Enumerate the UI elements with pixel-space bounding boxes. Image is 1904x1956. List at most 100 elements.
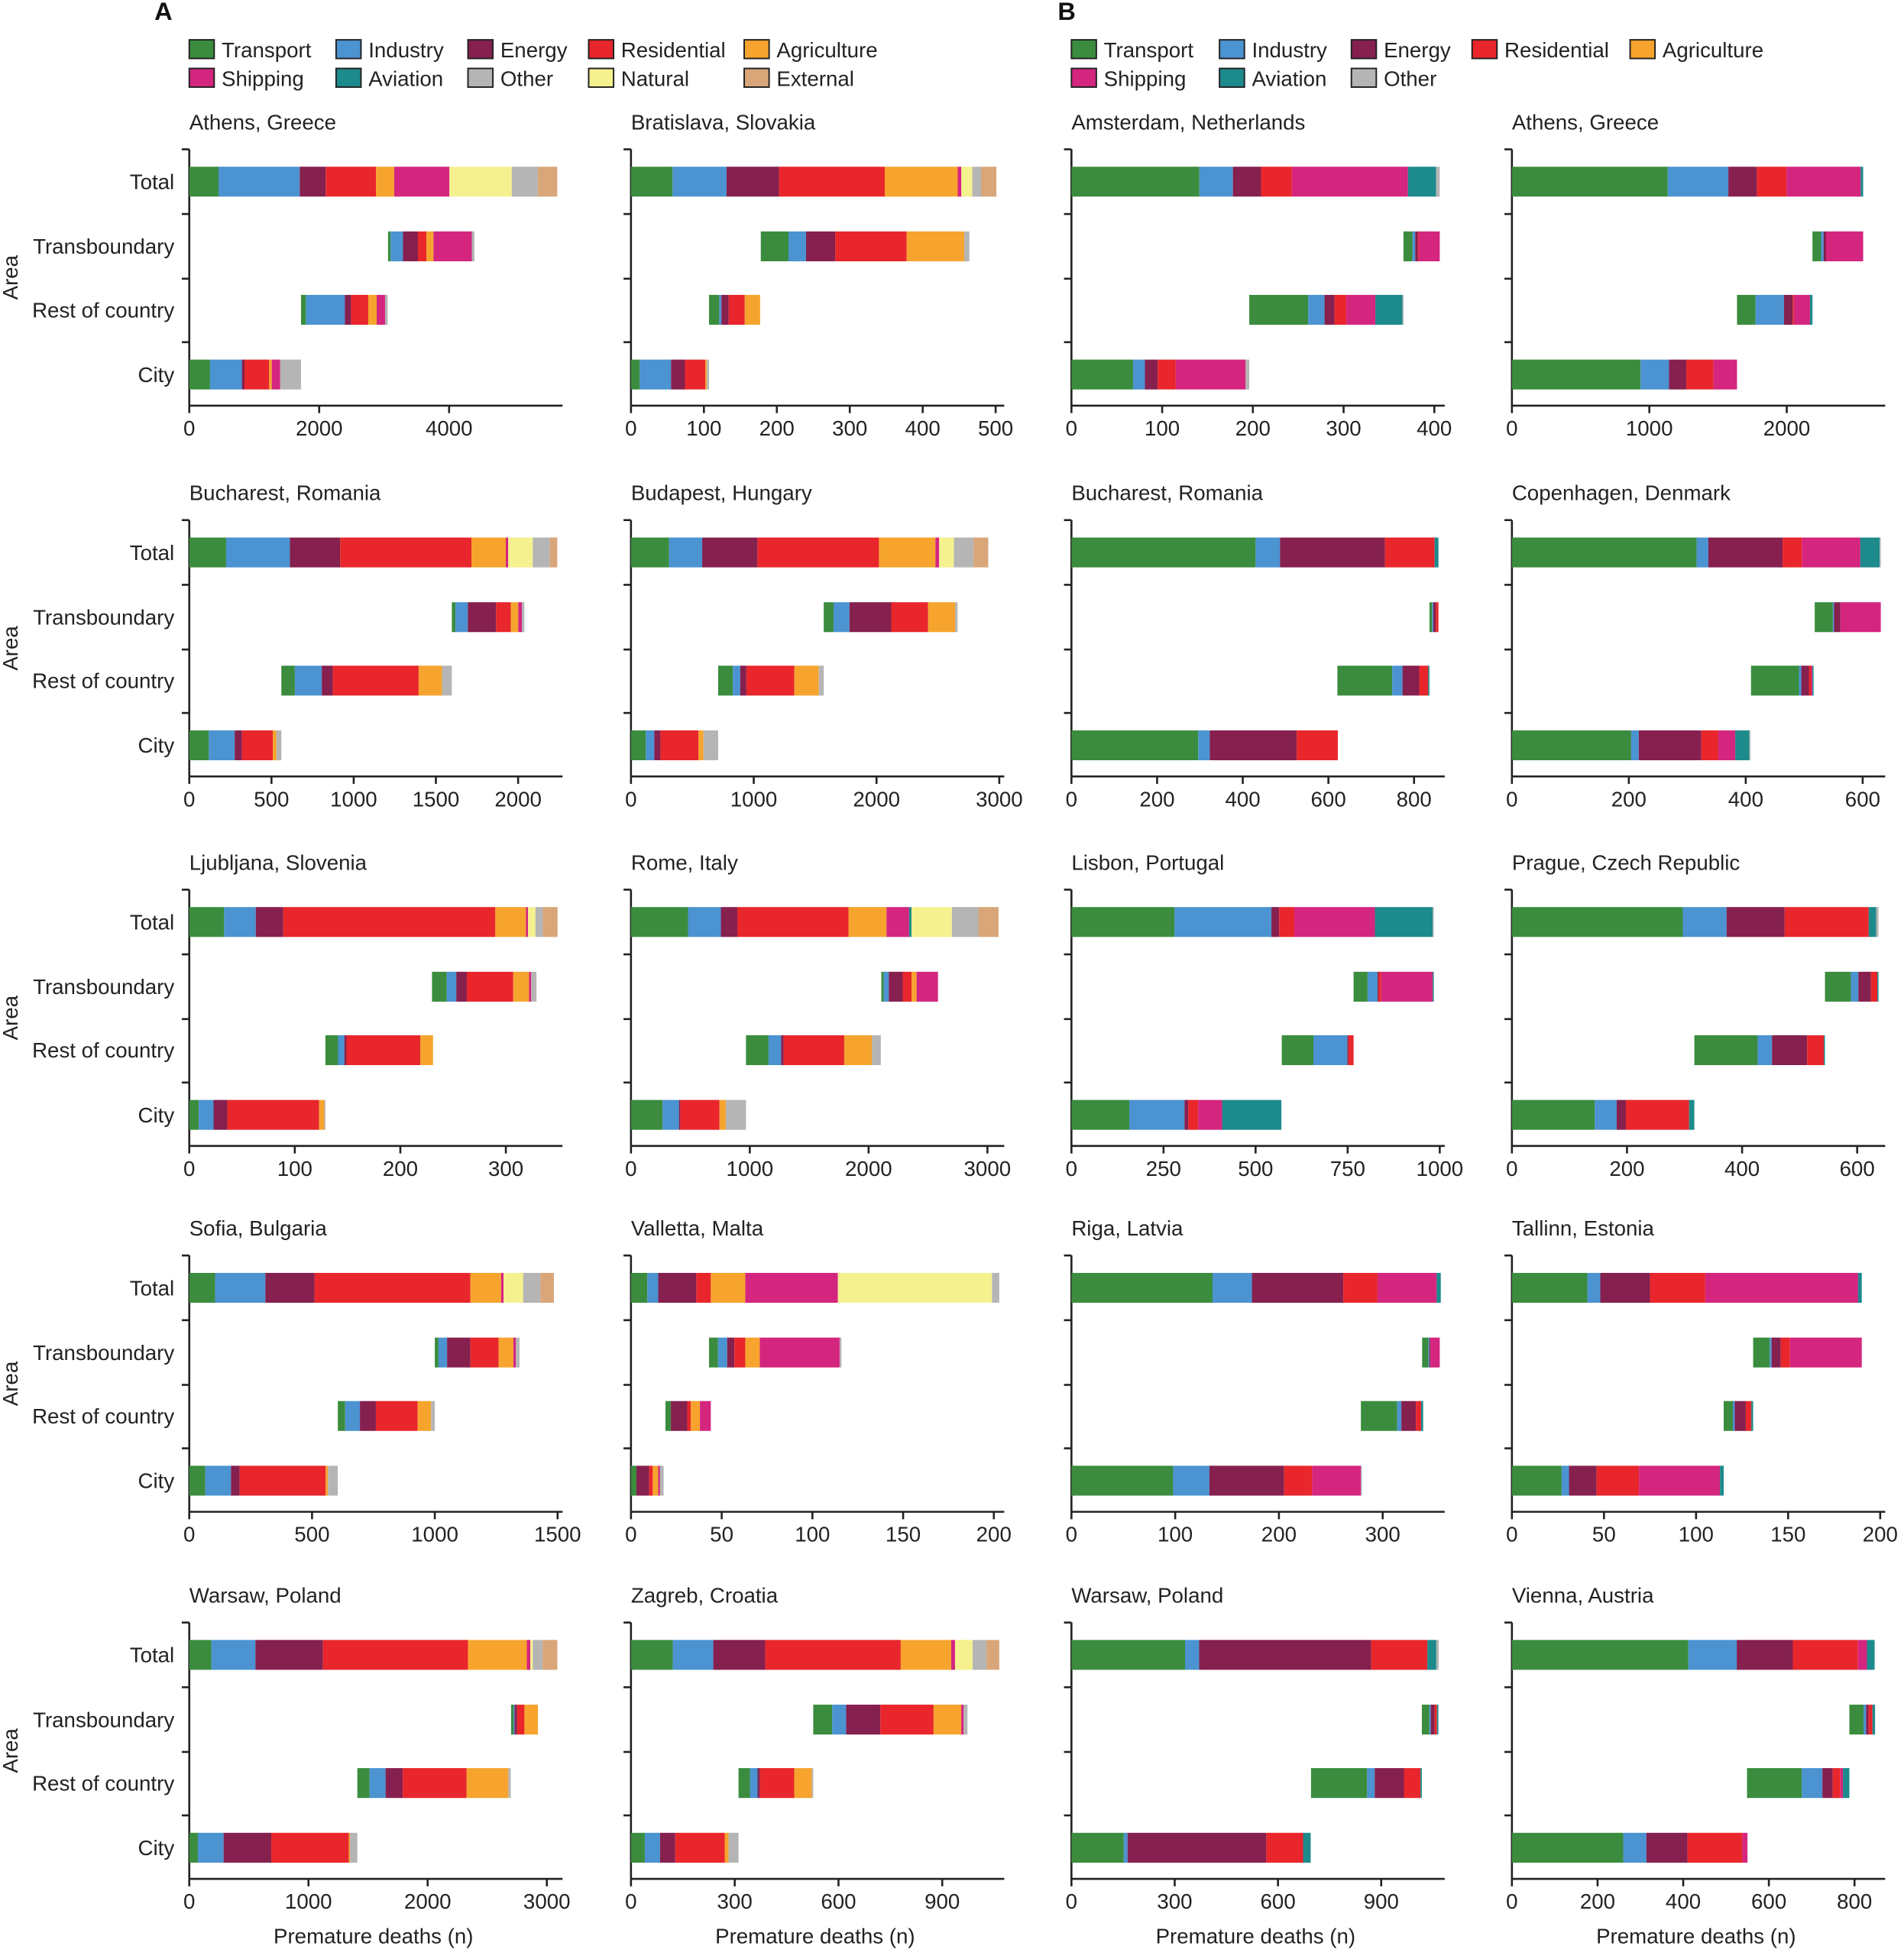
bar-segment-shipping — [513, 1337, 516, 1368]
x-tick-label: 600 — [1845, 787, 1880, 811]
chart-bratislava-slovakia-a: Bratislava, Slovakia 0 100 200 300 400 500 — [623, 110, 1013, 440]
bar-segment-shipping — [500, 1272, 504, 1303]
bar-segment-other — [1402, 294, 1404, 325]
legend-label: Agriculture — [776, 38, 877, 62]
bar-segment-external — [986, 1640, 999, 1670]
bar-segment-energy — [344, 1035, 347, 1065]
bar-segment-industry — [672, 167, 727, 197]
bar-segment-energy — [360, 1401, 376, 1431]
bar-rest-of-country — [1281, 1035, 1354, 1065]
bar-segment-shipping — [1381, 971, 1433, 1002]
bar-city — [1511, 1099, 1695, 1130]
bar-segment-residential — [322, 1640, 468, 1670]
bar-segment-industry — [1213, 1272, 1252, 1303]
x-tick-label: 0 — [1066, 1523, 1077, 1546]
bar-segment-other — [471, 231, 474, 261]
bar-segment-natural — [530, 1640, 533, 1670]
bar-segment-industry — [1561, 1465, 1569, 1496]
bar-segment-other — [707, 359, 709, 390]
bar-segment-transport — [1511, 1465, 1562, 1496]
bar-segment-transport — [1337, 665, 1393, 696]
bar-segment-shipping — [1312, 1465, 1362, 1496]
bar-segment-industry — [1174, 907, 1272, 938]
bar-segment-agriculture — [468, 1640, 527, 1670]
x-tick-label: 500 — [978, 416, 1013, 440]
bar-segment-other — [1245, 359, 1250, 390]
bar-segment-other — [516, 1337, 520, 1368]
bar-segment-other — [725, 1099, 746, 1130]
bar-segment-agriculture — [510, 602, 519, 633]
bar-segment-other — [963, 1705, 968, 1735]
bar-segment-transport — [1723, 1401, 1734, 1431]
x-tick-label: 500 — [294, 1523, 329, 1546]
bar-segment-residential — [1784, 907, 1869, 938]
bar-segment-energy — [447, 1337, 471, 1368]
bar-segment-transport — [1815, 602, 1833, 633]
x-tick-label: 300 — [717, 1890, 753, 1913]
bar-segment-industry — [215, 1272, 266, 1303]
x-tick-label: 900 — [1364, 1890, 1399, 1913]
bar-segment-natural — [911, 907, 952, 938]
bar-segment-energy — [1280, 537, 1385, 568]
bar-segment-transport — [630, 1099, 663, 1130]
bar-segment-shipping — [1294, 907, 1375, 938]
legend-swatch-external — [743, 67, 770, 88]
bar-segment-industry — [750, 1768, 758, 1799]
legend-item-residential: Residential — [588, 38, 726, 62]
legend-swatch-industry — [335, 39, 362, 60]
bar-segment-residential — [417, 231, 427, 261]
x-tick-label: 2000 — [853, 787, 900, 811]
bar-segment-residential — [728, 294, 745, 325]
bar-segment-agriculture — [269, 359, 272, 390]
x-tick-label: 200 — [1261, 1523, 1297, 1546]
bar-segment-industry — [1864, 1705, 1867, 1735]
bar-segment-agriculture — [418, 665, 442, 696]
bar-segment-residential — [902, 971, 912, 1002]
bar-segment-residential — [1868, 1705, 1873, 1735]
bar-segment-shipping — [957, 167, 962, 197]
chart-title: Zagreb, Croatia — [631, 1584, 779, 1608]
bar-segment-transport — [1249, 294, 1309, 325]
chart-ljubljana-slovenia-a: Ljubljana, Slovenia 0 100 200 300 Total Transb… — [0, 850, 563, 1180]
chart-warsaw-poland-a: Warsaw, Poland 0 1000 2000 3000 Total Transbou… — [0, 1584, 571, 1948]
x-tick-label: 200 — [383, 1157, 418, 1180]
legend-swatch-other — [1350, 67, 1378, 88]
x-tick-label: 100 — [1145, 416, 1180, 440]
bar-segment-shipping — [526, 907, 529, 938]
x-tick-label: 800 — [1837, 1890, 1872, 1913]
bar-segment-shipping — [658, 1465, 660, 1496]
bar-segment-other — [659, 1465, 664, 1496]
x-axis-label: Premature deaths (n) — [715, 1925, 915, 1948]
bar-segment-industry — [1682, 907, 1727, 938]
bar-city — [1071, 359, 1250, 390]
bar-rest-of-country — [708, 294, 760, 325]
x-tick-label: 0 — [1066, 787, 1077, 811]
bar-segment-residential — [835, 231, 907, 261]
bar-segment-industry — [345, 1401, 361, 1431]
bar-segment-industry — [1428, 1337, 1430, 1368]
x-tick-label: 500 — [1238, 1157, 1273, 1180]
bar-segment-energy — [671, 359, 685, 390]
x-tick-label: 600 — [1751, 1890, 1786, 1913]
bar-segment-transport — [189, 1099, 199, 1130]
bar-segment-industry — [646, 730, 655, 761]
bar-segment-residential — [1261, 167, 1292, 197]
bar-segment-transport — [1361, 1401, 1397, 1431]
chart-title: Vienna, Austria — [1512, 1584, 1654, 1608]
row-label-transboundary: Transboundary — [33, 1341, 174, 1365]
bar-segment-industry — [225, 537, 290, 568]
bar-segment-shipping — [1705, 1272, 1858, 1303]
legend-item-other: Other — [1350, 66, 1436, 90]
bar-segment-external — [978, 907, 999, 938]
x-tick-label: 600 — [1311, 787, 1346, 811]
legend-swatch-aviation — [335, 67, 362, 88]
bar-segment-energy — [514, 1705, 517, 1735]
bar-segment-transport — [708, 1337, 718, 1368]
bar-segment-energy — [721, 294, 729, 325]
bar-segment-transport — [630, 1832, 645, 1863]
bar-segment-industry — [209, 359, 242, 390]
bar-transboundary — [510, 1705, 539, 1735]
legend-label: Other — [1384, 66, 1436, 90]
bar-segment-aviation — [1843, 1768, 1850, 1799]
x-tick-label: 0 — [625, 1890, 636, 1913]
